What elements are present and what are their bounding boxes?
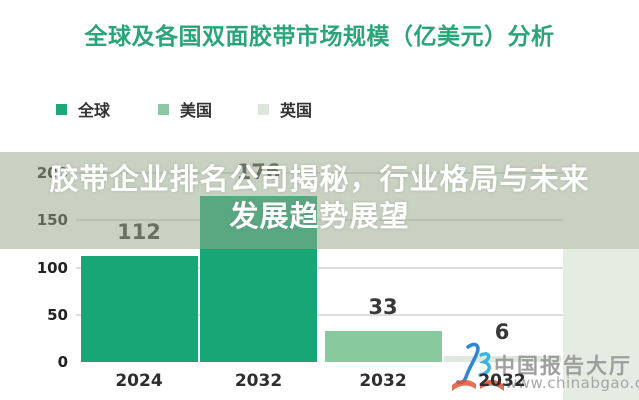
legend-label-usa: 美国 bbox=[180, 101, 213, 120]
chinabgao-logo-icon bbox=[452, 342, 504, 391]
chart-legend: 全球 美国 英国 bbox=[0, 97, 639, 120]
overlay-banner: 胶带企业排名公司揭秘，行业格局与未来 发展趋势展望 bbox=[0, 152, 639, 249]
watermark-brand: 中国报告大厅 bbox=[494, 354, 632, 378]
y-axis-tick-label: 50 bbox=[47, 305, 68, 324]
legend-label-global: 全球 bbox=[78, 101, 111, 120]
legend-item-global: 全球 bbox=[56, 97, 110, 121]
banner-line-1: 胶带企业排名公司揭秘，行业格局与未来 bbox=[49, 161, 590, 196]
bar-英国-2032 bbox=[443, 356, 561, 362]
legend-swatch-uk bbox=[258, 103, 269, 115]
gridline bbox=[76, 313, 563, 316]
chart-title: 全球及各国双面胶带市场规模（亿美元）分析 bbox=[84, 24, 555, 50]
legend-swatch-global bbox=[56, 103, 67, 115]
bar-value-label: 6 bbox=[494, 320, 510, 345]
legend-label-uk: 英国 bbox=[280, 101, 313, 120]
banner-line-2: 发展趋势展望 bbox=[229, 198, 410, 233]
bar-value-label: 33 bbox=[368, 294, 398, 319]
legend-swatch-usa bbox=[158, 103, 169, 115]
x-axis-label: 2032 bbox=[359, 371, 407, 391]
y-axis-tick-label: 100 bbox=[36, 258, 68, 277]
y-axis-tick-label: 0 bbox=[57, 353, 68, 371]
bar-美国-2032 bbox=[324, 330, 442, 362]
legend-item-uk: 英国 bbox=[258, 97, 312, 121]
x-axis-label: 2024 bbox=[115, 371, 163, 391]
side-panel bbox=[563, 249, 639, 400]
gridline bbox=[76, 266, 563, 269]
x-axis-label: 2032 bbox=[478, 371, 526, 391]
watermark-site: www.chinabgao.com bbox=[505, 374, 639, 392]
x-axis-label: 2032 bbox=[234, 371, 283, 391]
legend-item-usa: 美国 bbox=[158, 97, 212, 121]
bar-全球-2024 bbox=[80, 256, 198, 362]
